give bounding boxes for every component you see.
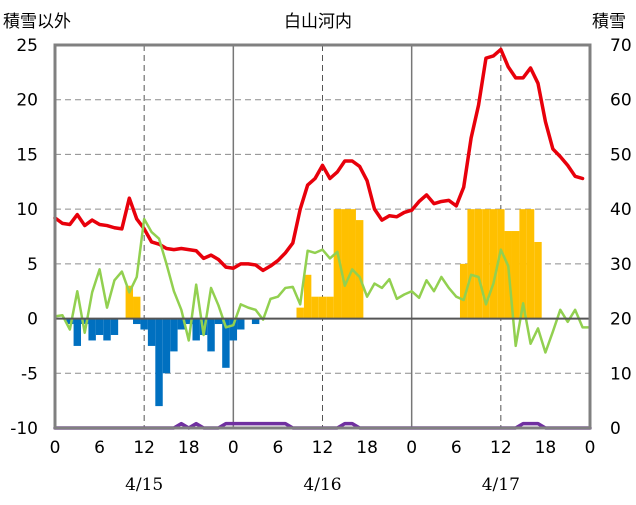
x-tick-label: 0 — [50, 438, 61, 458]
plot-frame — [53, 43, 592, 430]
bar — [81, 318, 89, 325]
bar — [170, 318, 178, 352]
bar — [229, 318, 238, 341]
bar — [296, 307, 304, 319]
left-tick-label: 0 — [27, 310, 38, 330]
date-label: 4/15 — [125, 475, 163, 495]
bar — [162, 318, 171, 374]
right-tick-label: 70 — [610, 36, 632, 56]
right-tick-label: 60 — [610, 91, 632, 111]
right-tick-label: 20 — [610, 310, 632, 330]
bar — [511, 231, 520, 319]
bar — [155, 318, 163, 407]
right-tick-label: 0 — [610, 419, 621, 439]
left-tick-label: -5 — [21, 364, 38, 384]
bar — [214, 318, 223, 325]
date-label: 4/17 — [482, 475, 520, 495]
bar — [237, 318, 245, 330]
bar — [311, 296, 319, 319]
bar — [348, 209, 356, 319]
x-tick-label: 0 — [406, 438, 417, 458]
bar — [110, 318, 119, 335]
left-tick-label: 25 — [16, 36, 38, 56]
bar — [303, 274, 312, 319]
bar — [333, 209, 342, 319]
bar — [222, 318, 230, 368]
left-tick-label: 10 — [16, 200, 38, 220]
right-tick-label: 50 — [610, 145, 632, 165]
left-tick-label: 15 — [16, 145, 38, 165]
x-tick-label: 0 — [585, 438, 596, 458]
bar — [482, 209, 490, 319]
bar — [147, 318, 156, 346]
bar — [95, 318, 104, 335]
frame-layer — [53, 43, 592, 430]
bar — [133, 296, 141, 319]
x-tick-label: 12 — [133, 438, 155, 458]
right-tick-label: 30 — [610, 255, 632, 275]
x-tick-label: 12 — [312, 438, 334, 458]
x-tick-label: 6 — [273, 438, 284, 458]
bar — [177, 318, 186, 330]
bar — [73, 318, 82, 346]
bar — [133, 318, 141, 325]
bar — [489, 209, 498, 319]
x-tick-label: 0 — [228, 438, 239, 458]
bar — [355, 220, 364, 319]
bar — [125, 285, 134, 319]
left-tick-label: 5 — [27, 255, 38, 275]
bar — [474, 209, 483, 319]
bar — [459, 263, 468, 319]
bar — [103, 318, 111, 341]
x-tick-label: 18 — [535, 438, 557, 458]
bar — [207, 318, 215, 352]
right-tick-label: 10 — [610, 364, 632, 384]
bar — [526, 209, 535, 319]
bar — [66, 318, 74, 325]
bar — [318, 296, 327, 319]
bar — [192, 318, 200, 341]
x-tick-label: 6 — [94, 438, 105, 458]
series-line — [53, 217, 592, 354]
bar — [534, 241, 542, 319]
x-tick-label: 18 — [178, 438, 200, 458]
bar — [251, 318, 260, 325]
bar — [140, 318, 148, 330]
text-layer: 積雪以外 白山河内 積雪 2520151050-5-10706050403020… — [3, 12, 632, 495]
bar — [497, 209, 505, 319]
bar — [185, 318, 193, 325]
bar-layer — [66, 209, 542, 407]
chart-title: 白山河内 — [284, 12, 352, 32]
x-tick-label: 12 — [490, 438, 512, 458]
bar — [326, 296, 334, 319]
bar — [467, 209, 475, 319]
x-tick-label: 18 — [356, 438, 378, 458]
bar — [341, 209, 349, 319]
left-tick-label: -10 — [10, 419, 38, 439]
date-label: 4/16 — [303, 475, 341, 495]
left-axis-label: 積雪以外 — [3, 12, 71, 32]
x-tick-label: 6 — [451, 438, 462, 458]
left-tick-label: 20 — [16, 91, 38, 111]
right-axis-label: 積雪 — [592, 12, 626, 32]
bar — [88, 318, 96, 341]
bar — [519, 209, 527, 319]
right-tick-label: 40 — [610, 200, 632, 220]
